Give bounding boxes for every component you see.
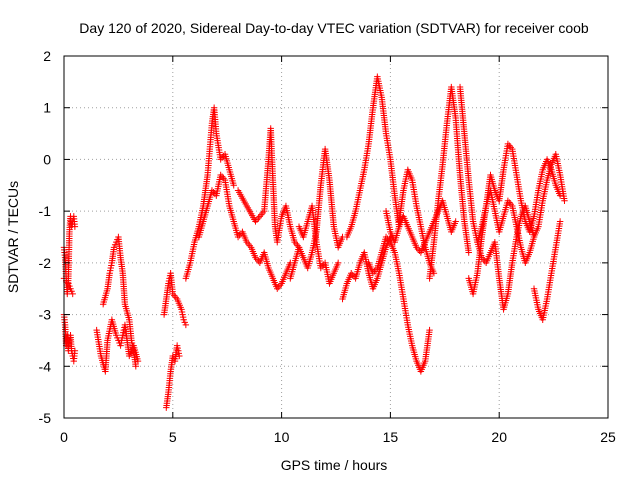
y-tick-label: -1 bbox=[39, 203, 52, 219]
x-axis-label: GPS time / hours bbox=[281, 457, 388, 473]
data-point bbox=[561, 197, 568, 204]
x-tick-label: 25 bbox=[600, 429, 616, 445]
data-point bbox=[256, 213, 264, 220]
y-tick-label: -5 bbox=[39, 410, 52, 426]
data-point bbox=[71, 347, 79, 354]
data-point bbox=[556, 218, 564, 225]
data-point bbox=[182, 321, 190, 329]
data-point bbox=[430, 270, 438, 277]
x-tick-label: 0 bbox=[60, 429, 68, 445]
x-tick-label: 15 bbox=[383, 429, 399, 445]
data-point bbox=[71, 223, 79, 230]
data-point bbox=[258, 211, 265, 218]
axis-ticks: 0 5 10 15 20 25 -5 -4 -3 -2 -1 0 1 2 bbox=[39, 48, 616, 445]
data-points bbox=[60, 73, 568, 411]
data-point bbox=[426, 326, 433, 334]
data-point bbox=[230, 182, 237, 189]
data-point bbox=[176, 352, 183, 360]
y-tick-label: -2 bbox=[39, 255, 52, 271]
x-tick-label: 10 bbox=[274, 429, 290, 445]
data-point bbox=[452, 218, 459, 225]
x-tick-label: 20 bbox=[491, 429, 507, 445]
y-tick-label: 0 bbox=[43, 151, 51, 167]
x-tick-label: 5 bbox=[169, 429, 177, 445]
data-point bbox=[132, 363, 140, 370]
data-point bbox=[255, 214, 262, 222]
y-tick-label: -3 bbox=[39, 307, 52, 323]
data-point bbox=[465, 249, 472, 256]
plot-frame bbox=[63, 55, 609, 419]
data-point bbox=[69, 290, 76, 298]
y-tick-label: 2 bbox=[43, 48, 51, 64]
y-axis-label: SDTVAR / TECUs bbox=[5, 181, 21, 293]
data-point bbox=[334, 259, 342, 267]
data-point bbox=[171, 292, 178, 299]
chart-title: Day 120 of 2020, Sidereal Day-to-day VTE… bbox=[79, 20, 589, 36]
y-tick-label: -4 bbox=[39, 358, 52, 374]
data-point bbox=[259, 209, 266, 217]
y-tick-label: 1 bbox=[43, 100, 51, 116]
